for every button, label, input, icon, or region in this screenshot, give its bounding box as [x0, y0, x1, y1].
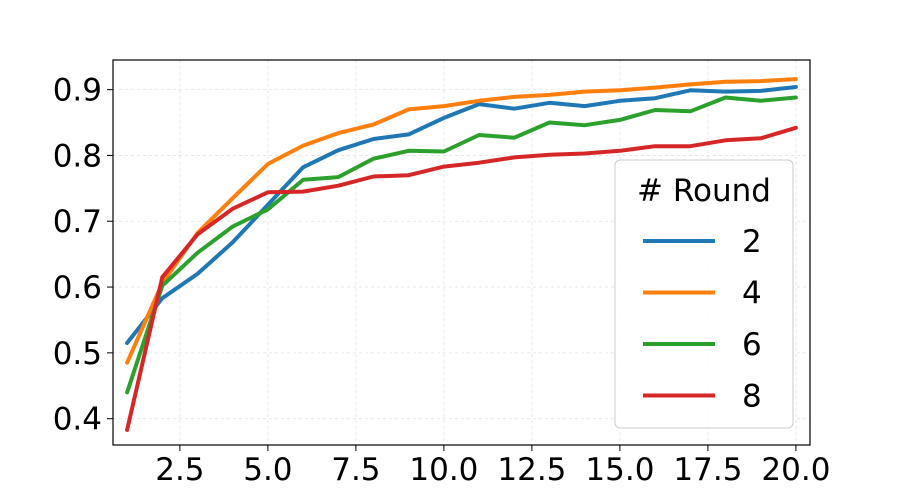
legend-label-4: 4 [742, 276, 762, 312]
x-tick-label: 15.0 [585, 452, 654, 488]
x-tick-label: 20.0 [761, 452, 830, 488]
series-lines [125, 77, 798, 432]
x-tick-label: 12.5 [497, 452, 566, 488]
series-line-4 [125, 77, 798, 365]
legend-label-6: 6 [742, 327, 762, 363]
series-line-2 [125, 85, 798, 345]
series-line-8 [125, 125, 798, 432]
plot-frame [112, 59, 811, 446]
legend-label-8: 8 [742, 379, 762, 415]
y-tick-label: 0.6 [53, 270, 102, 306]
x-tick-label: 10.0 [409, 452, 478, 488]
x-axis: 2.5 5.0 7.5 10.0 12.5 15.0 17.5 20.0 [155, 445, 830, 488]
x-tick-label: 17.5 [673, 452, 742, 488]
y-axis: 0.4 0.5 0.6 0.7 0.8 0.9 [53, 73, 113, 438]
x-tick-label: 5.0 [243, 452, 292, 488]
y-tick-label: 0.9 [53, 73, 102, 109]
legend-title: # Round [637, 173, 771, 209]
legend-items: 2 4 6 8 [643, 224, 762, 415]
y-tick-label: 0.4 [53, 402, 102, 438]
x-tick-label: 2.5 [155, 452, 204, 488]
y-tick-label: 0.7 [53, 204, 102, 240]
legend-label-2: 2 [742, 224, 762, 260]
legend: # Round 2 4 6 8 [614, 159, 794, 429]
series-line-6 [125, 95, 798, 395]
y-tick-label: 0.5 [53, 336, 102, 372]
y-tick-label: 0.8 [53, 138, 102, 174]
x-tick-label: 7.5 [331, 452, 380, 488]
